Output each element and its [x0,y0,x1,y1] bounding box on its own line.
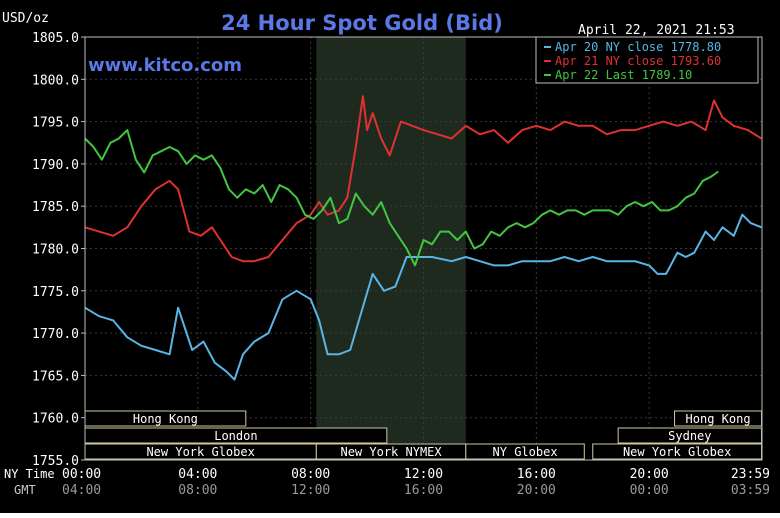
session-label-3: New York NYMEX [340,445,442,459]
y-axis-unit-label: USD/oz [2,11,49,26]
session-label-1: London [214,429,257,443]
series-line-2 [84,129,719,267]
y-tick-label-2: 1795.0 [32,116,79,131]
timestamp: April 22, 2021 21:53 [578,23,735,38]
legend-entry-apr20: Apr 20 NY close 1778.80 [555,40,721,54]
gmt-tick-2: 12:00 [291,483,330,498]
session-label-6: Sydney [668,429,711,443]
grid [85,36,762,461]
ny-time-tick-6: 23:59 [731,467,770,482]
y-tick-label-7: 1770.0 [32,327,79,342]
ny-time-tick-0: 00:00 [62,467,101,482]
y-tick-label-3: 1790.0 [32,158,79,173]
legend-entry-apr22: Apr 22 Last 1789.10 [555,68,692,82]
market-sessions: Hong Kong London New York Globex New York N… [84,410,763,460]
ny-time-tick-2: 08:00 [291,467,330,482]
y-tick-label-8: 1765.0 [32,369,79,384]
y-tick-label-0: 1805.0 [32,31,79,46]
ny-time-tick-4: 16:00 [517,467,556,482]
ny-time-tick-5: 20:00 [630,467,669,482]
gmt-tick-5: 00:00 [630,483,669,498]
gmt-tick-1: 08:00 [178,483,217,498]
chart-title: 24 Hour Spot Gold (Bid) [221,11,503,35]
y-tick-label-6: 1775.0 [32,285,79,300]
ny-time-tick-1: 04:00 [178,467,217,482]
gmt-tick-3: 16:00 [404,483,443,498]
series-line-1 [84,95,762,263]
legend: Apr 20 NY close 1778.80 Apr 21 NY close … [535,36,759,84]
x-axis-ticks: 00:0004:0004:0008:0008:0012:0012:0016:00… [62,467,770,498]
session-label-0: Hong Kong [133,412,198,426]
y-tick-label-1: 1800.0 [32,73,79,88]
session-label-5: Hong Kong [686,412,751,426]
session-label-2: New York Globex [146,445,254,459]
y-tick-label-4: 1785.0 [32,200,79,215]
gmt-tick-6: 03:59 [731,483,770,498]
kitco-watermark: www.kitco.com [88,55,242,76]
session-label-4: NY Globex [493,445,558,459]
ny-time-tick-3: 12:00 [404,467,443,482]
y-axis-ticks: 1805.0 1800.0 1795.0 1790.0 1785.0 1780.0 1775… [32,31,85,469]
legend-entry-apr21: Apr 21 NY close 1793.60 [555,54,721,68]
series-layer [84,95,762,381]
session-bar-4 [465,443,585,460]
session-label-7: New York Globex [623,445,731,459]
gmt-tick-4: 20:00 [517,483,556,498]
ny-time-axis-label: NY Time [4,467,55,481]
gmt-axis-label: GMT [14,483,36,497]
y-tick-label-9: 1760.0 [32,412,79,427]
y-tick-label-10: 1755.0 [32,454,79,469]
y-tick-label-5: 1780.0 [32,243,79,258]
gmt-tick-0: 04:00 [62,483,101,498]
legend-box [535,36,759,84]
